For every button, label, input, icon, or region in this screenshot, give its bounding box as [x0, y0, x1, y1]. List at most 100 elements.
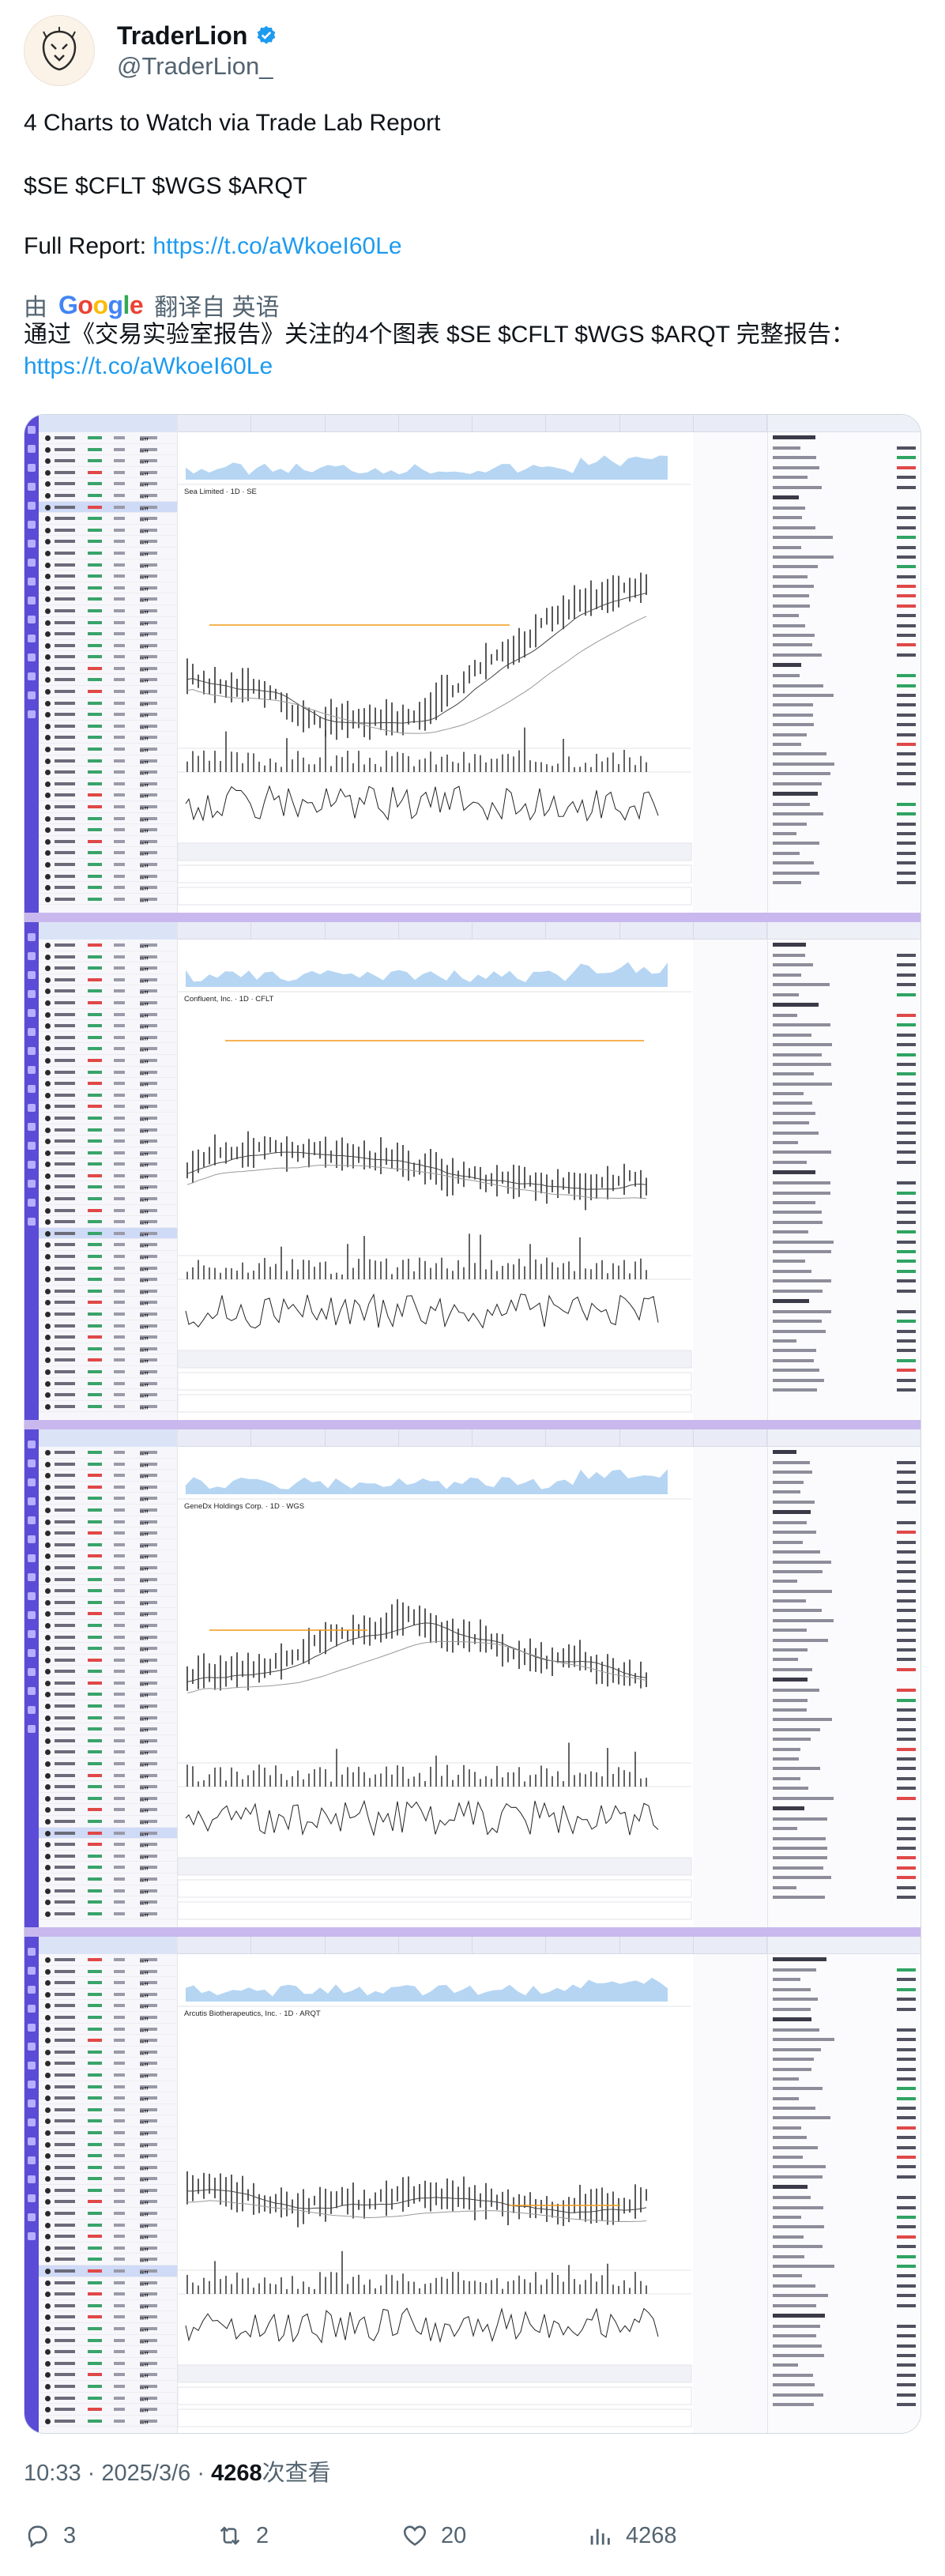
- info-row: [768, 1696, 921, 1705]
- views-button[interactable]: 4268: [586, 2522, 776, 2549]
- info-row: [768, 1507, 921, 1518]
- watchlist-row: [39, 2104, 177, 2116]
- translated-from-label: 翻译自 英语: [154, 295, 280, 321]
- watchlist-row: [39, 962, 177, 974]
- price-chart-svg: [177, 940, 767, 1420]
- info-row: [768, 671, 921, 680]
- watchlist-row: [39, 1227, 177, 1240]
- info-row: [768, 940, 921, 951]
- info-row: [768, 640, 921, 650]
- watchlist-row: [39, 536, 177, 548]
- app-left-rail: [24, 1429, 39, 1927]
- screen-tab: [546, 1429, 620, 1446]
- watchlist-header: [39, 922, 177, 940]
- report-link[interactable]: https://t.co/aWkoeI60Le: [152, 233, 402, 259]
- watchlist-row: [39, 1135, 177, 1147]
- screen-tab: [326, 922, 399, 939]
- screen-tab: [178, 922, 252, 939]
- watchlist-row: [39, 1827, 177, 1840]
- info-row: [768, 1000, 921, 1011]
- watchlist-row: [39, 1193, 177, 1205]
- watchlist-row: [39, 1666, 177, 1678]
- info-row: [768, 1098, 921, 1108]
- info-row: [768, 2291, 921, 2300]
- info-row: [768, 720, 921, 729]
- info-row: [768, 2271, 921, 2280]
- retweet-button[interactable]: 2: [216, 2522, 401, 2549]
- watchlist-row: [39, 1482, 177, 1493]
- info-row: [768, 1645, 921, 1655]
- earnings-table-row: [177, 1350, 692, 1369]
- moving-average-line: [186, 593, 647, 724]
- user-handle[interactable]: @TraderLion_: [117, 51, 273, 80]
- views-label: 次查看: [262, 2461, 331, 2486]
- info-row: [768, 2262, 921, 2271]
- media-image[interactable]: Sea Limited · 1D · SE Confluent, Inc. · 1…: [24, 414, 921, 2434]
- watchlist-row: [39, 1274, 177, 1286]
- watchlist-row: [39, 513, 177, 525]
- info-row: [768, 582, 921, 591]
- display-name[interactable]: TraderLion: [117, 21, 248, 50]
- earnings-table-row: [177, 2408, 692, 2427]
- avatar[interactable]: [24, 15, 95, 86]
- info-row: [768, 1030, 921, 1040]
- info-row: [768, 1158, 921, 1167]
- watchlist-row: [39, 2208, 177, 2220]
- info-row: [768, 878, 921, 887]
- watchlist-row: [39, 1078, 177, 1090]
- info-row: [768, 1783, 921, 1793]
- like-button[interactable]: 20: [401, 2522, 586, 2549]
- watchlist-row: [39, 1389, 177, 1401]
- info-row: [768, 2014, 921, 2025]
- watchlist-row: [39, 478, 177, 490]
- info-row: [768, 621, 921, 631]
- watchlist-row: [39, 2000, 177, 2012]
- reply-button[interactable]: 3: [24, 2522, 216, 2549]
- watchlist-row: [39, 2300, 177, 2312]
- watchlist-row: [39, 1505, 177, 1516]
- tweet-date[interactable]: 2025/3/6: [101, 2461, 191, 2486]
- screen-tab: [620, 922, 694, 939]
- info-row: [768, 1863, 921, 1873]
- screen-tab-bar: [178, 1429, 767, 1447]
- info-row: [768, 1198, 921, 1207]
- info-row: [768, 2232, 921, 2242]
- translated-report-link[interactable]: https://t.co/aWkoeI60Le: [24, 353, 273, 379]
- info-row: [768, 1020, 921, 1030]
- watchlist-row: [39, 1055, 177, 1067]
- info-row: [768, 2203, 921, 2213]
- info-row: [768, 1487, 921, 1497]
- watchlist-row: [39, 1331, 177, 1343]
- watchlist-row: [39, 548, 177, 559]
- translation-attribution[interactable]: 由 Google 翻译自 英语: [24, 288, 280, 322]
- watchlist-row: [39, 1251, 177, 1263]
- watchlist-row: [39, 985, 177, 997]
- watchlist-row: [39, 2185, 177, 2197]
- watchlist-row: [39, 732, 177, 744]
- screen-tab: [251, 922, 326, 939]
- info-row: [768, 591, 921, 601]
- watchlist-row: [39, 766, 177, 778]
- info-row: [768, 858, 921, 868]
- info-row: [768, 552, 921, 562]
- info-row: [768, 1527, 921, 1537]
- info-row: [768, 1547, 921, 1557]
- chart-screen-panel: Arcutis Biotherapeutics, Inc. · 1D · ARQ…: [24, 1937, 921, 2433]
- screen-tab: [546, 415, 620, 431]
- tweet-line-tickers: $SE $CFLT $WGS $ARQT: [24, 173, 307, 199]
- watchlist-row: [39, 1562, 177, 1574]
- info-row: [768, 1655, 921, 1664]
- app-left-rail: [24, 922, 39, 1420]
- info-row: [768, 1286, 921, 1296]
- watchlist-row: [39, 1101, 177, 1113]
- watchlist-row: [39, 1550, 177, 1562]
- info-row: [768, 631, 921, 640]
- watchlist-row: [39, 2047, 177, 2058]
- tweet-line-title: 4 Charts to Watch via Trade Lab Report: [24, 110, 441, 136]
- info-row: [768, 1336, 921, 1346]
- tweet-time[interactable]: 10:33: [24, 2461, 81, 2486]
- info-row: [768, 1296, 921, 1307]
- watchlist-row: [39, 1989, 177, 2001]
- watchlist-row: [39, 824, 177, 836]
- watchlist-row: [39, 1885, 177, 1897]
